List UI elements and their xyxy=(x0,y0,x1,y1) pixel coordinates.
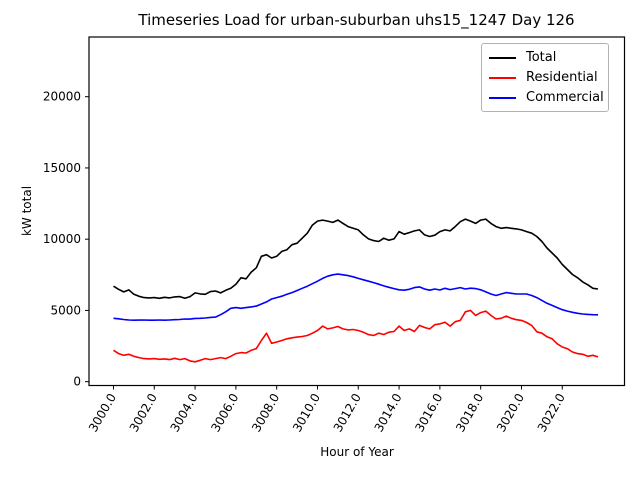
svg-text:20000: 20000 xyxy=(43,90,81,104)
svg-text:3000.0: 3000.0 xyxy=(86,391,119,434)
legend-item-total: Total xyxy=(489,51,600,64)
svg-text:3016.0: 3016.0 xyxy=(412,391,445,434)
x-axis-label: Hour of Year xyxy=(320,445,394,459)
legend-label-total: Total xyxy=(526,50,557,65)
legend-label-residential: Residential xyxy=(526,70,598,85)
chart-title: Timeseries Load for urban-suburban uhs15… xyxy=(138,11,575,29)
svg-text:3006.0: 3006.0 xyxy=(208,391,241,434)
legend-item-commercial: Commercial xyxy=(489,91,604,104)
legend: Total Residential Commercial xyxy=(481,43,609,112)
svg-text:3008.0: 3008.0 xyxy=(249,391,282,434)
svg-text:15000: 15000 xyxy=(43,161,81,175)
svg-text:5000: 5000 xyxy=(50,303,81,317)
svg-text:10000: 10000 xyxy=(43,232,81,246)
svg-text:3014.0: 3014.0 xyxy=(372,391,405,434)
svg-text:3010.0: 3010.0 xyxy=(290,391,323,434)
svg-text:3020.0: 3020.0 xyxy=(494,391,527,434)
svg-text:0: 0 xyxy=(73,375,81,389)
svg-text:3022.0: 3022.0 xyxy=(535,391,568,434)
svg-text:3004.0: 3004.0 xyxy=(168,391,201,434)
commercial-line-sample xyxy=(489,96,516,99)
total-line-sample xyxy=(489,56,516,59)
svg-text:3002.0: 3002.0 xyxy=(127,391,160,434)
svg-text:3012.0: 3012.0 xyxy=(331,391,364,434)
residential-line-sample xyxy=(489,76,516,79)
svg-text:3018.0: 3018.0 xyxy=(453,391,486,434)
legend-label-commercial: Commercial xyxy=(526,90,604,105)
legend-item-residential: Residential xyxy=(489,71,600,84)
